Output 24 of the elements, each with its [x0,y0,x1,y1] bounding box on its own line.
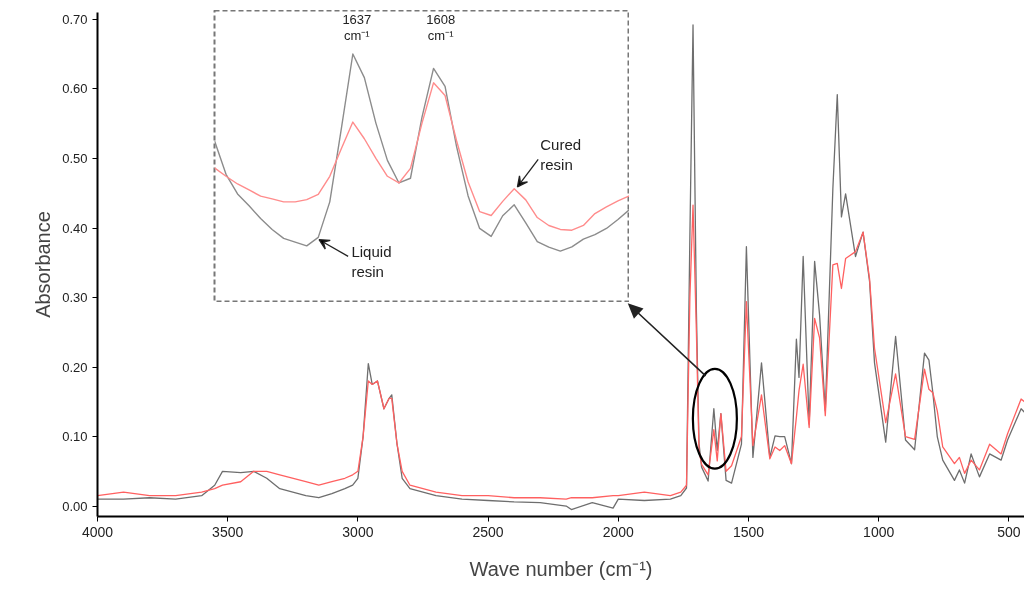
y-tick-label: 0.00 [62,498,88,514]
x-tick-label: 1000 [863,523,895,540]
x-tick-label: 4000 [81,523,114,540]
y-tick-label: 0.20 [62,359,88,375]
x-axis-title: Wave number (cm⁻¹) [469,557,653,580]
y-tick-label: 0.40 [62,220,88,236]
line-series [97,204,1024,500]
x-tick-label: 500 [997,523,1021,540]
annotation: Liquid resin [351,242,392,280]
x-tick-label: 1500 [732,523,765,540]
y-axis-title: Absorbance [32,211,55,318]
x-tick-label: 2500 [472,523,504,540]
y-tick-label: 0.30 [62,290,88,306]
annotation: 1637 cm⁻¹ [342,11,372,43]
x-tick-label: 2000 [602,523,635,540]
annotation: 1608 cm⁻¹ [426,11,456,43]
y-tick-label: 0.60 [62,81,88,97]
line-series [97,24,1024,511]
y-tick-label: 0.70 [62,11,88,27]
y-tick-label: 0.10 [62,429,88,445]
x-tick-label: 3500 [212,523,244,540]
annotation: Cured resin [540,136,582,174]
y-tick-label: 0.50 [62,150,88,166]
x-tick-label: 3000 [342,523,374,540]
